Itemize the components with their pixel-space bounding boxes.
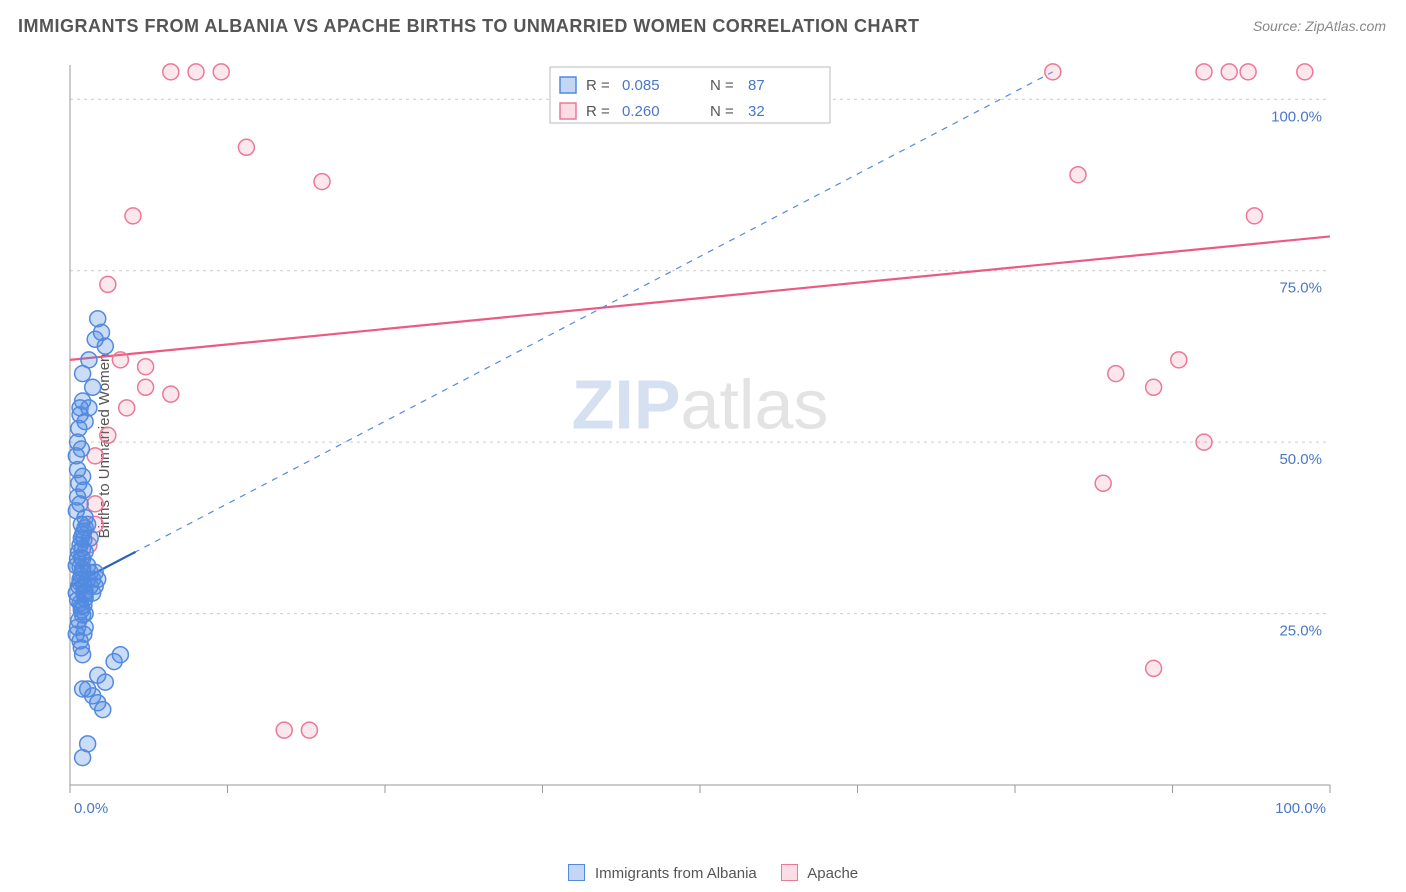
svg-text:32: 32 [748,103,765,120]
legend-swatch-apache [781,864,798,881]
plot-area: 25.0% 50.0% 75.0% 100.0% 0.0% 100.0% ZIPatlas R… [60,55,1350,815]
svg-text:ZIPatlas: ZIPatlas [572,365,829,443]
svg-text:N =: N = [710,103,734,120]
source-prefix: Source: [1253,18,1305,34]
x-axis-legend: Immigrants from Albania Apache [0,864,1406,882]
svg-text:75.0%: 75.0% [1279,280,1322,297]
svg-text:50.0%: 50.0% [1279,451,1322,468]
chart-title: IMMIGRANTS FROM ALBANIA VS APACHE BIRTHS… [18,16,919,37]
legend-label-apache: Apache [807,865,858,882]
source-attribution: Source: ZipAtlas.com [1253,18,1386,34]
svg-text:87: 87 [748,77,765,94]
svg-text:R =: R = [586,77,610,94]
svg-text:25.0%: 25.0% [1279,623,1322,640]
source-name: ZipAtlas.com [1305,18,1386,34]
legend-label-albania: Immigrants from Albania [595,865,757,882]
scatter-chart: 25.0% 50.0% 75.0% 100.0% 0.0% 100.0% ZIPatlas R… [60,55,1350,815]
svg-text:0.260: 0.260 [622,103,660,120]
legend-swatch-albania [568,864,585,881]
svg-text:0.085: 0.085 [622,77,660,94]
svg-text:R =: R = [586,103,610,120]
svg-text:100.0%: 100.0% [1275,800,1326,815]
svg-text:100.0%: 100.0% [1271,108,1322,125]
svg-text:0.0%: 0.0% [74,800,108,815]
svg-text:N =: N = [710,77,734,94]
chart-container: IMMIGRANTS FROM ALBANIA VS APACHE BIRTHS… [0,0,1406,892]
